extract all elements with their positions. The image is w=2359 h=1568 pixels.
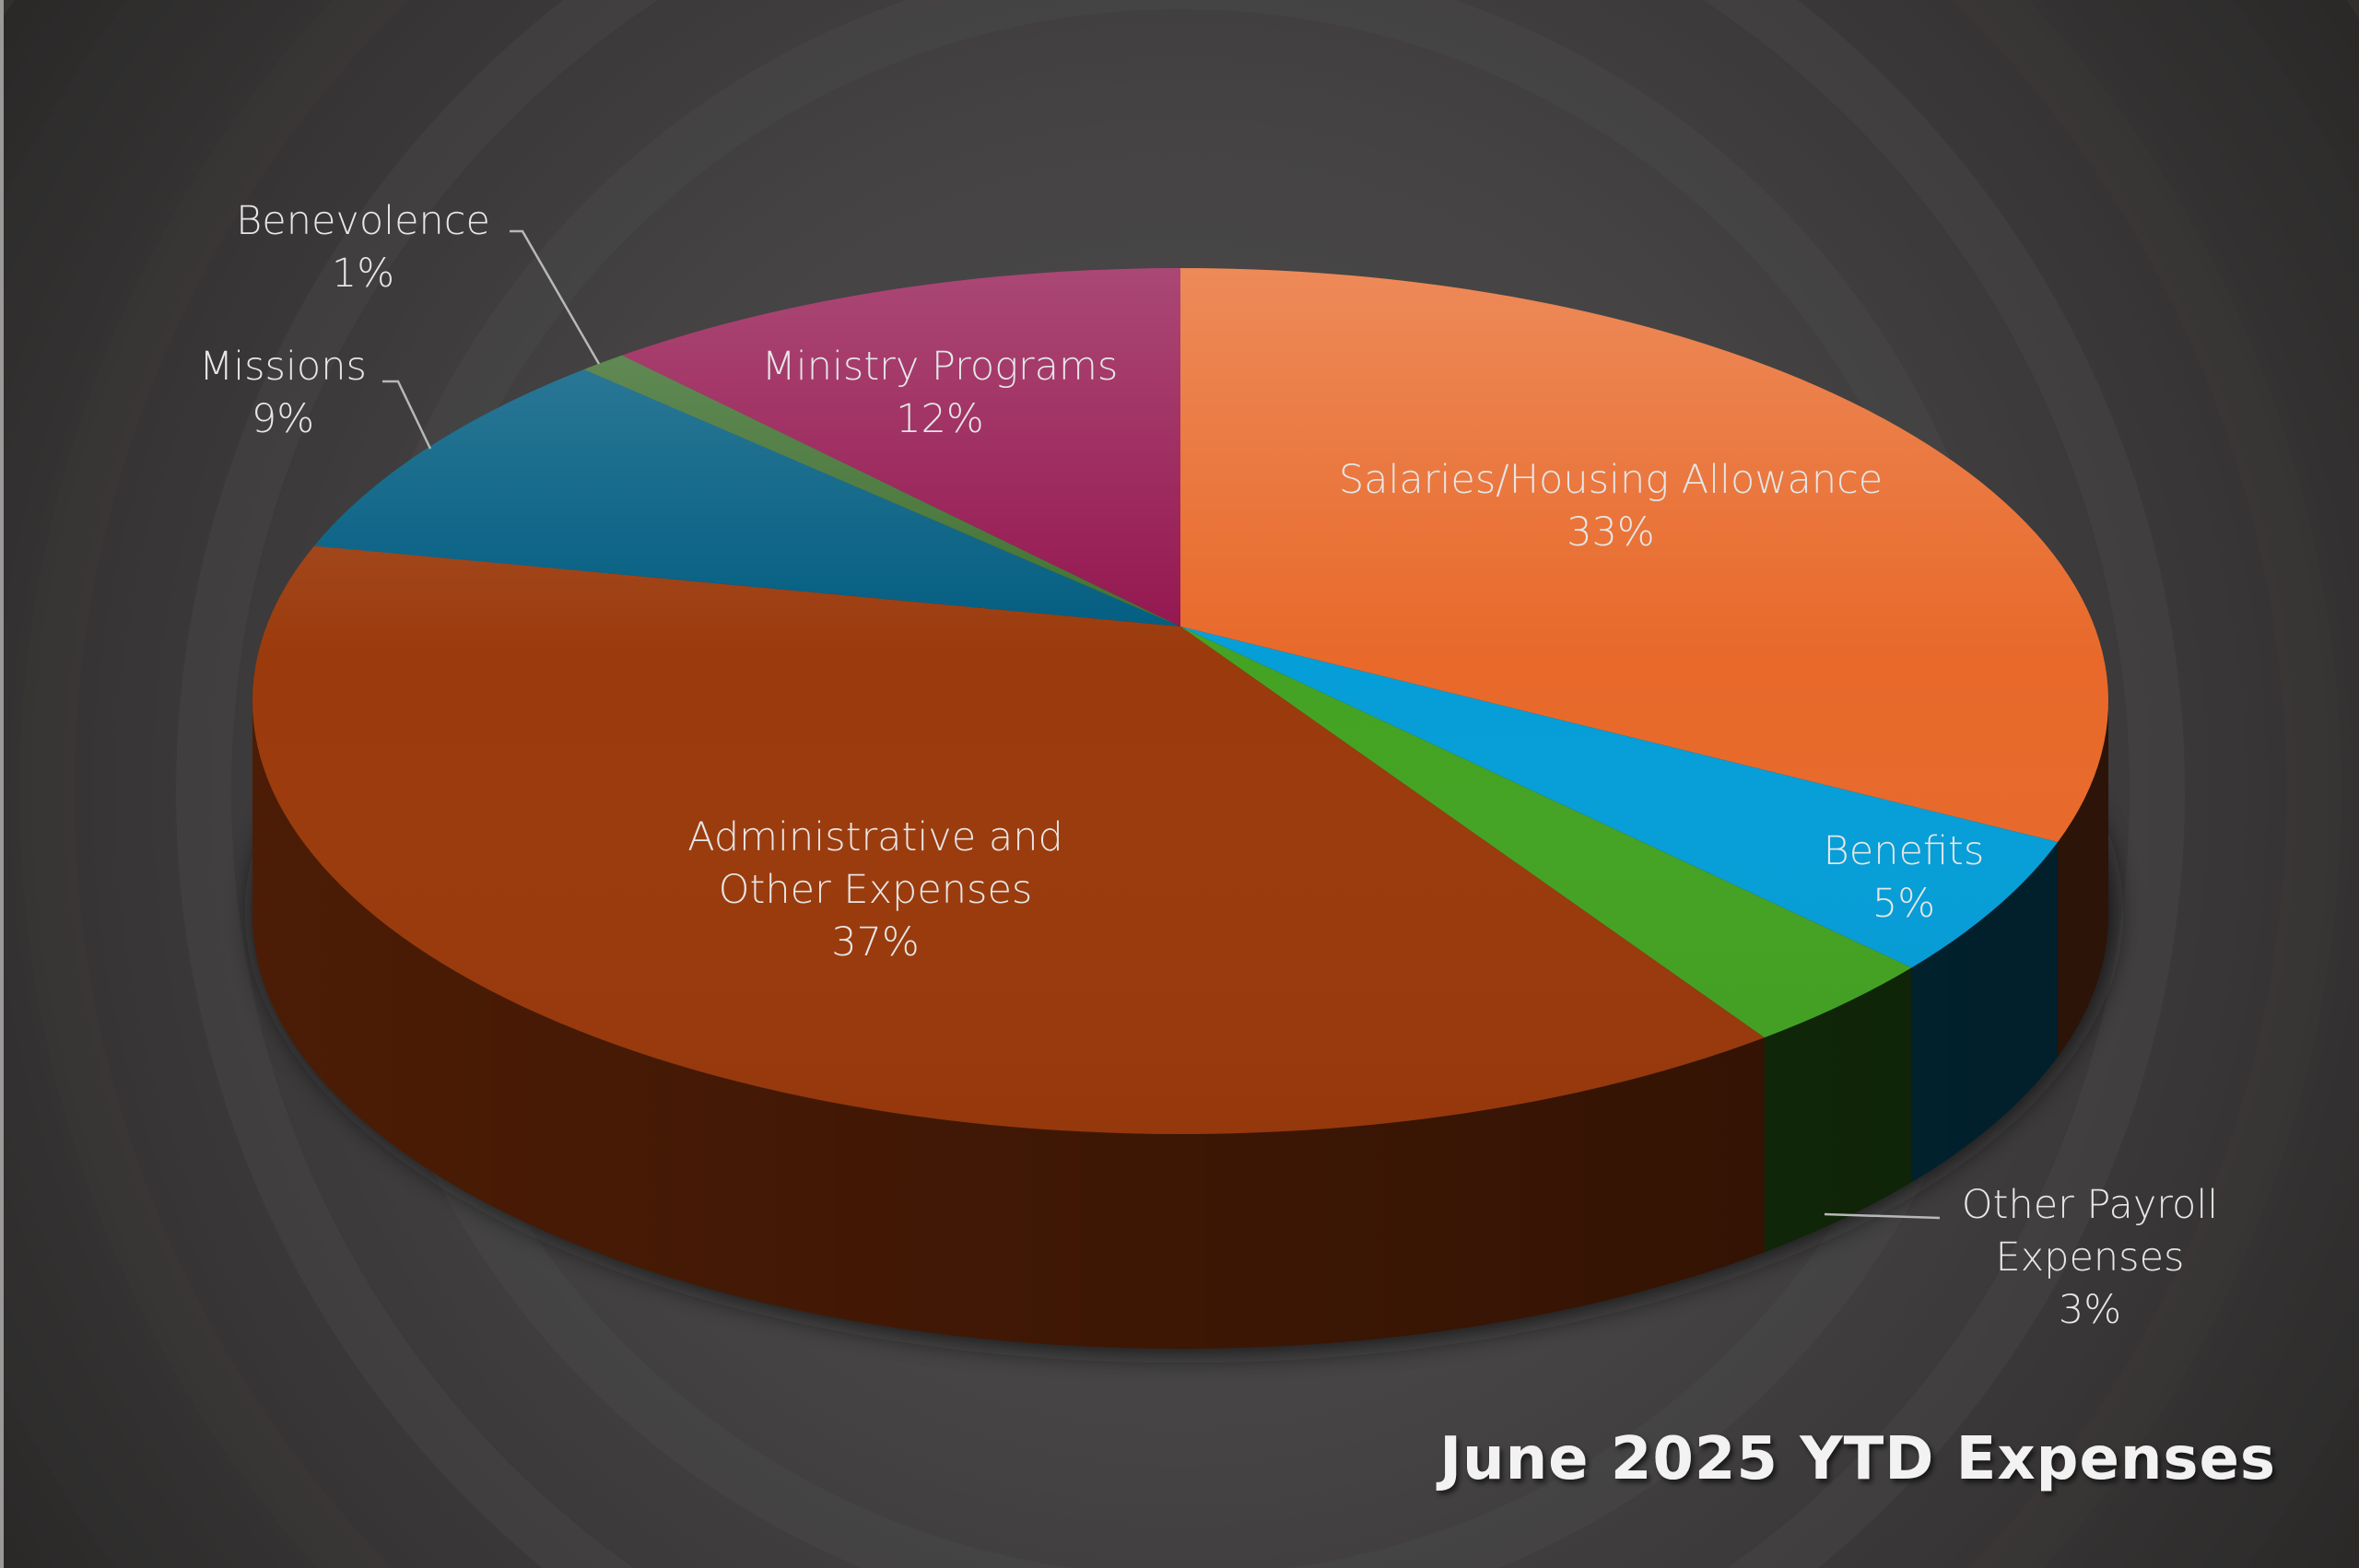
- left-border: [0, 0, 4, 1568]
- label-text: Benevolence: [236, 198, 490, 244]
- label-text: Ministry Programs: [762, 344, 1119, 390]
- background-ring: [176, 0, 2185, 1568]
- label-text: Salaries/Housing Allowance: [1339, 457, 1883, 503]
- pie-sides: [252, 701, 2108, 1349]
- label-text: Benefits: [1824, 828, 1985, 874]
- leader-lines: [382, 229, 1941, 1220]
- label-text: Other Payroll: [1962, 1182, 2219, 1228]
- data-label-benefits: Benefits 5%: [1824, 828, 1985, 927]
- label-percent: 3%: [2059, 1287, 2121, 1333]
- label-percent: 9%: [252, 396, 314, 442]
- pie-slices: [252, 268, 2108, 1134]
- data-labels: Salaries/Housing Allowance 33% Benefits 5% O…: [199, 198, 2218, 1333]
- data-label-benevolence: Benevolence 1%: [236, 198, 490, 297]
- data-label-salaries: Salaries/Housing Allowance 33%: [1339, 457, 1883, 556]
- background-ring: [19, 0, 2341, 1568]
- label-text: Expenses: [1996, 1235, 2185, 1281]
- leader-line-benevolence: [510, 229, 601, 365]
- leader-line-missions: [382, 380, 432, 450]
- label-percent: 12%: [896, 396, 984, 442]
- side-shading: [252, 701, 2108, 1349]
- label-percent: 37%: [831, 919, 920, 965]
- data-label-other-payroll: Other Payroll Expenses 3%: [1962, 1182, 2219, 1333]
- leader-line-other-payroll: [1824, 1212, 1941, 1220]
- data-label-administrative: Administrative and Other Expenses 37%: [687, 814, 1063, 965]
- data-label-ministry: Ministry Programs 12%: [762, 344, 1119, 442]
- chart-title: June 2025 YTD Expenses: [1436, 1425, 2276, 1493]
- label-text: Other Expenses: [719, 867, 1033, 913]
- label-percent: 5%: [1872, 881, 1935, 927]
- label-percent: 33%: [1567, 509, 1655, 556]
- label-text: Administrative and: [687, 814, 1063, 860]
- slice-sheen: [252, 268, 2108, 1134]
- data-label-missions: Missions 9%: [199, 344, 367, 442]
- label-percent: 1%: [332, 251, 394, 297]
- label-text: Missions: [199, 344, 367, 390]
